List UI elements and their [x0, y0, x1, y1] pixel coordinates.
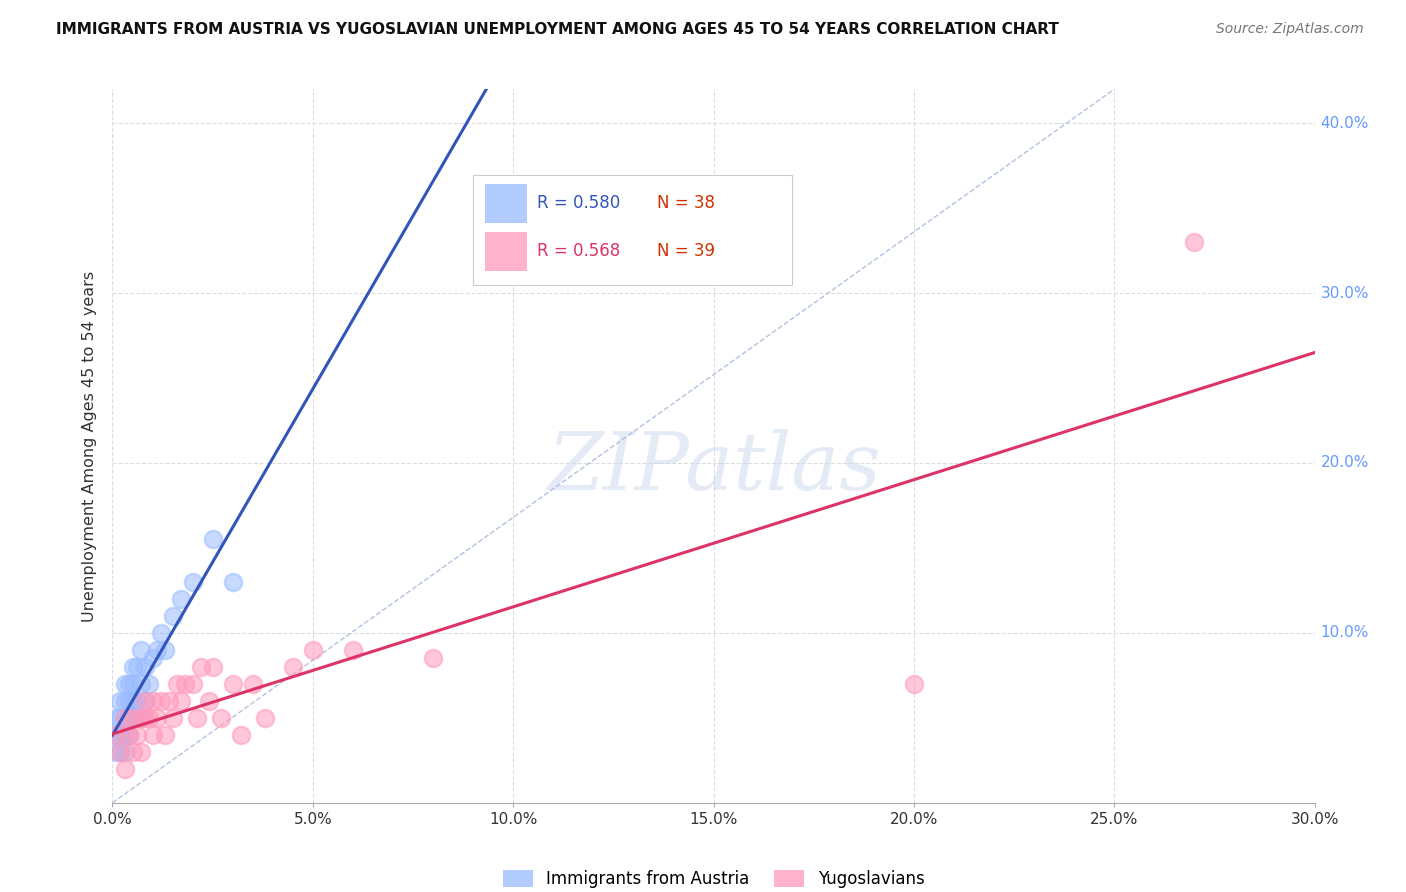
Point — [110, 694, 132, 708]
Point — [342, 643, 364, 657]
Point — [281, 660, 304, 674]
Point — [114, 677, 136, 691]
Point — [134, 694, 156, 708]
Point — [141, 651, 163, 665]
Point — [145, 643, 167, 657]
Point — [242, 677, 264, 691]
Point — [121, 660, 143, 674]
Point — [141, 728, 163, 742]
Point — [110, 745, 132, 759]
Point — [129, 745, 152, 759]
Point — [129, 643, 152, 657]
Point — [153, 643, 176, 657]
Point — [162, 608, 184, 623]
Point — [157, 694, 180, 708]
Point — [114, 694, 136, 708]
Point — [141, 694, 163, 708]
Point — [145, 711, 167, 725]
Point — [121, 711, 143, 725]
Point — [117, 728, 139, 742]
Point — [1184, 235, 1206, 249]
Point — [117, 711, 139, 725]
Point — [134, 660, 156, 674]
Text: 40.0%: 40.0% — [1320, 116, 1369, 131]
Text: IMMIGRANTS FROM AUSTRIA VS YUGOSLAVIAN UNEMPLOYMENT AMONG AGES 45 TO 54 YEARS CO: IMMIGRANTS FROM AUSTRIA VS YUGOSLAVIAN U… — [56, 22, 1059, 37]
Point — [114, 711, 136, 725]
Point — [166, 677, 188, 691]
Text: R = 0.580: R = 0.580 — [537, 194, 620, 212]
Point — [153, 728, 176, 742]
Text: ZIPatlas: ZIPatlas — [547, 429, 880, 506]
Legend: Immigrants from Austria, Yugoslavians: Immigrants from Austria, Yugoslavians — [496, 863, 931, 892]
Point — [222, 574, 245, 589]
Point — [181, 574, 204, 589]
Point — [149, 626, 172, 640]
Point — [302, 643, 325, 657]
Point — [117, 728, 139, 742]
Point — [222, 677, 245, 691]
Point — [903, 677, 925, 691]
Point — [110, 745, 132, 759]
Point — [253, 711, 276, 725]
Text: 10.0%: 10.0% — [1320, 625, 1369, 640]
Point — [125, 660, 148, 674]
Point — [114, 728, 136, 742]
Point — [114, 745, 136, 759]
Point — [201, 533, 224, 547]
Point — [209, 711, 232, 725]
Point — [105, 711, 128, 725]
Point — [114, 711, 136, 725]
Point — [190, 660, 212, 674]
Point — [129, 711, 152, 725]
Point — [138, 677, 160, 691]
Point — [129, 677, 152, 691]
Text: R = 0.568: R = 0.568 — [537, 243, 620, 260]
Point — [110, 728, 132, 742]
Point — [105, 745, 128, 759]
FancyBboxPatch shape — [472, 175, 792, 285]
Text: 20.0%: 20.0% — [1320, 456, 1369, 470]
Text: N = 38: N = 38 — [657, 194, 716, 212]
Point — [125, 694, 148, 708]
Text: Source: ZipAtlas.com: Source: ZipAtlas.com — [1216, 22, 1364, 37]
Point — [121, 711, 143, 725]
Point — [121, 745, 143, 759]
Point — [169, 694, 191, 708]
Point — [121, 677, 143, 691]
Point — [125, 728, 148, 742]
FancyBboxPatch shape — [485, 232, 527, 271]
Point — [181, 677, 204, 691]
Point — [125, 711, 148, 725]
Point — [134, 694, 156, 708]
Point — [129, 711, 152, 725]
Text: 30.0%: 30.0% — [1320, 285, 1369, 301]
Point — [186, 711, 208, 725]
Point — [110, 711, 132, 725]
Point — [201, 660, 224, 674]
Point — [149, 694, 172, 708]
Point — [134, 711, 156, 725]
Point — [117, 677, 139, 691]
Point — [173, 677, 195, 691]
Point — [105, 728, 128, 742]
Point — [229, 728, 252, 742]
Point — [138, 711, 160, 725]
Point — [117, 694, 139, 708]
Point — [114, 762, 136, 776]
Y-axis label: Unemployment Among Ages 45 to 54 years: Unemployment Among Ages 45 to 54 years — [82, 270, 97, 622]
Point — [169, 591, 191, 606]
Point — [197, 694, 219, 708]
Text: N = 39: N = 39 — [657, 243, 716, 260]
Point — [105, 728, 128, 742]
FancyBboxPatch shape — [485, 184, 527, 223]
Point — [121, 694, 143, 708]
Point — [162, 711, 184, 725]
Point — [422, 651, 444, 665]
